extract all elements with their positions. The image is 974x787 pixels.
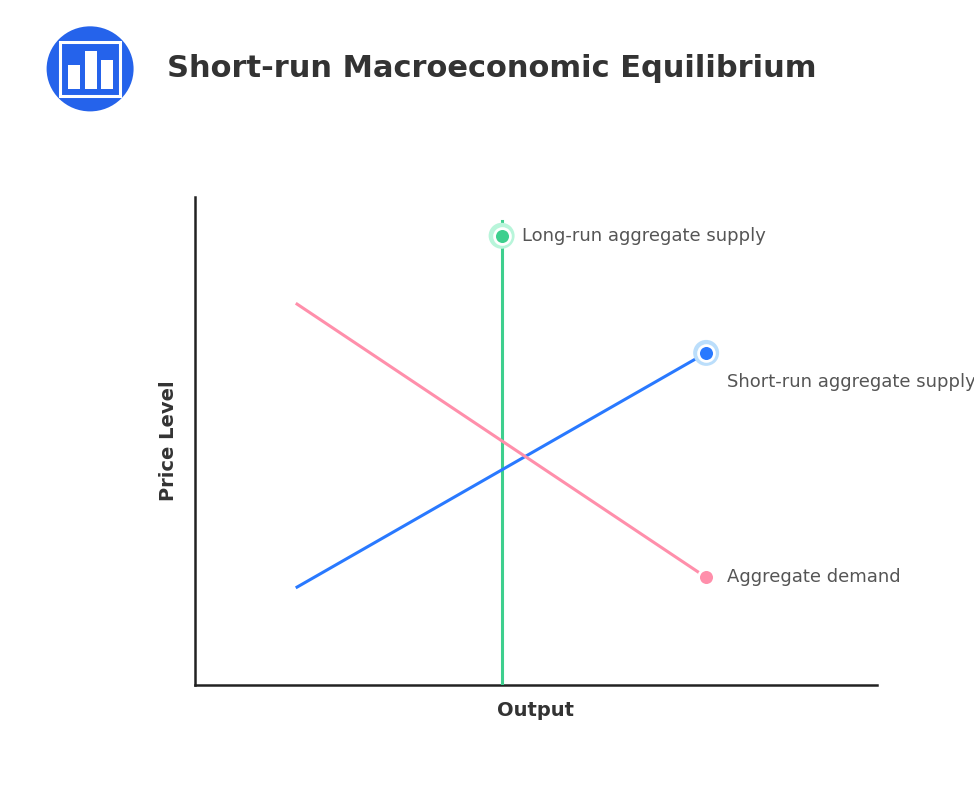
- Y-axis label: Price Level: Price Level: [159, 380, 178, 501]
- Point: [698, 346, 714, 359]
- Text: Long-run aggregate supply: Long-run aggregate supply: [522, 227, 766, 245]
- Point: [698, 571, 714, 584]
- Point: [698, 346, 714, 359]
- Circle shape: [47, 26, 133, 112]
- Bar: [68, 65, 80, 89]
- Point: [494, 230, 509, 242]
- Text: Short-run aggregate supply: Short-run aggregate supply: [727, 373, 974, 391]
- Text: Aggregate demand: Aggregate demand: [727, 568, 900, 586]
- Point: [494, 230, 509, 242]
- Bar: [101, 60, 113, 89]
- Bar: [85, 50, 96, 89]
- Text: Short-run Macroeconomic Equilibrium: Short-run Macroeconomic Equilibrium: [167, 54, 816, 83]
- Bar: [60, 42, 120, 96]
- X-axis label: Output: Output: [497, 701, 575, 720]
